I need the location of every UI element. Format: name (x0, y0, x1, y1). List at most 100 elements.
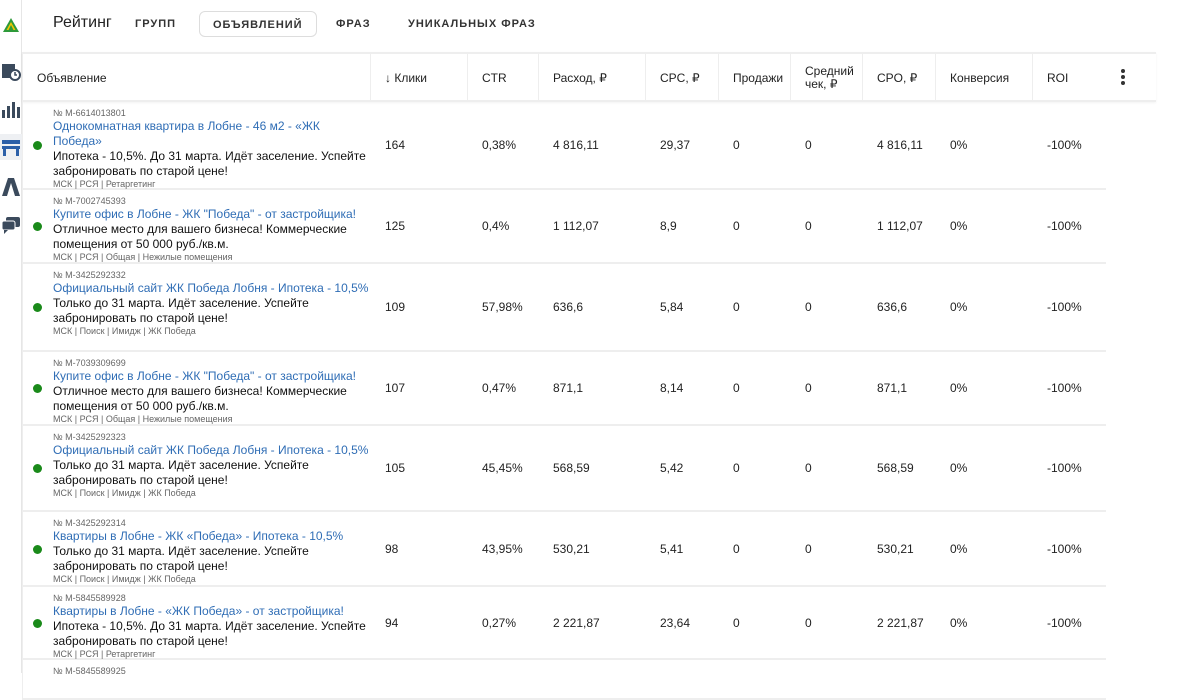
cell-spend: 871,1 (553, 381, 584, 395)
chat-icon[interactable] (0, 212, 22, 238)
road-icon[interactable] (0, 174, 22, 200)
tab-groups[interactable]: ГРУПП (135, 18, 177, 30)
column-header-spend[interactable]: Расход, ₽ (538, 54, 645, 102)
ad-id: № M-5845589925 (53, 666, 126, 676)
cell-sales: 0 (733, 615, 740, 630)
cell-roi: -100% (1047, 381, 1082, 395)
ad-meta: МСК | Поиск | Имидж | ЖК Победа (53, 488, 196, 498)
table-row[interactable]: № M-5845589925 (22, 660, 1106, 700)
table-header: Объявление ↓ Клики CTR Расход, ₽ CPC, ₽ Прода… (22, 52, 1156, 102)
status-active-dot (33, 384, 42, 393)
cell-clicks: 107 (385, 381, 406, 395)
column-header-ad[interactable]: Объявление (22, 54, 370, 102)
ad-text: Ипотека - 10,5%. До 31 марта. Идёт засел… (53, 149, 366, 178)
table-row[interactable]: № M-6614013801 Однокомнатная квартира в … (22, 102, 1106, 190)
cell-cpo: 636,6 (877, 300, 908, 314)
cell-sales: 0 (733, 219, 740, 233)
ad-meta: МСК | Поиск | Имидж | ЖК Победа (53, 326, 196, 336)
cell-ctr: 0,38% (482, 138, 517, 152)
cell-clicks: 164 (385, 138, 406, 152)
bar-chart-icon[interactable] (0, 96, 22, 122)
ad-title-link[interactable]: Квартиры в Лобне - «ЖК Победа» - от заст… (53, 604, 344, 618)
ad-cell: № M-6614013801 Однокомнатная квартира в … (23, 102, 371, 194)
ad-title-link[interactable]: Однокомнатная квартира в Лобне - 46 м2 -… (53, 119, 320, 148)
column-header-roi[interactable]: ROI (1032, 54, 1156, 102)
cell-ctr: 45,45% (482, 461, 523, 475)
cell-conversion: 0% (950, 219, 968, 233)
tab-unique-phrases[interactable]: УНИКАЛЬНЫХ ФРАЗ (408, 18, 536, 30)
cell-sales: 0 (733, 381, 740, 395)
ad-title-link[interactable]: Купите офис в Лобне - ЖК "Победа" - от з… (53, 207, 357, 221)
ad-title-link[interactable]: Официальный сайт ЖК Победа Лобня - Ипоте… (53, 281, 369, 295)
cell-avg-check: 0 (805, 300, 812, 314)
more-options-icon[interactable] (1118, 68, 1128, 88)
cell-roi: -100% (1047, 138, 1082, 152)
ad-id: № M-5845589928 (53, 593, 126, 603)
ad-cell: № M-5845589928 Квартиры в Лобне - «ЖК По… (23, 587, 371, 664)
cell-cpo: 2 221,87 (877, 615, 924, 630)
logo-icon[interactable] (0, 12, 22, 38)
calendar-clock-icon[interactable] (0, 58, 22, 84)
cell-avg-check: 0 (805, 138, 812, 152)
column-header-ctr[interactable]: CTR (467, 54, 538, 102)
cell-cpc: 8,14 (660, 381, 684, 395)
cell-cpc: 8,9 (660, 219, 677, 233)
ad-id: № M-3425292332 (53, 270, 126, 280)
cell-avg-check: 0 (805, 615, 812, 630)
cell-spend: 1 112,07 (553, 219, 599, 233)
table-row[interactable]: № M-5845589928 Квартиры в Лобне - «ЖК По… (22, 587, 1106, 660)
column-header-clicks[interactable]: ↓ Клики (370, 54, 467, 102)
column-header-sales[interactable]: Продажи (718, 54, 790, 102)
cell-ctr: 57,98% (482, 300, 523, 314)
table-row[interactable]: № M-3425292332 Официальный сайт ЖК Побед… (22, 264, 1106, 352)
ad-cell: № M-7039309699 Купите офис в Лобне - ЖК … (23, 352, 371, 429)
table-row[interactable]: № M-3425292323 Официальный сайт ЖК Побед… (22, 426, 1106, 512)
ad-id: № M-7002745393 (53, 196, 126, 206)
sidebar (0, 0, 22, 673)
ad-cell: № M-5845589925 (23, 660, 371, 681)
cell-cpo: 871,1 (877, 381, 908, 395)
cell-avg-check: 0 (805, 461, 812, 475)
cell-roi: -100% (1047, 541, 1082, 556)
status-active-dot (33, 222, 42, 231)
column-header-avg-check[interactable]: Средний чек, ₽ (790, 54, 862, 102)
ad-cell: № M-3425292332 Официальный сайт ЖК Побед… (23, 264, 371, 341)
column-header-cpo[interactable]: CPO, ₽ (862, 54, 935, 102)
table-icon[interactable] (0, 134, 22, 160)
cell-sales: 0 (733, 541, 740, 556)
cell-avg-check: 0 (805, 541, 812, 556)
tab-phrases[interactable]: ФРАЗ (336, 18, 371, 30)
cell-cpo: 568,59 (877, 461, 914, 475)
cell-cpo: 530,21 (877, 541, 914, 556)
tab-ads[interactable]: ОБЪЯВЛЕНИЙ (199, 11, 317, 37)
ad-title-link[interactable]: Квартиры в Лобне - ЖК «Победа» - Ипотека… (53, 529, 344, 543)
ad-text: Только до 31 марта. Идёт заселение. Успе… (53, 544, 309, 573)
cell-cpc: 23,64 (660, 615, 691, 630)
ad-text: Отличное место для вашего бизнеса! Комме… (53, 384, 347, 413)
cell-cpc: 29,37 (660, 138, 691, 152)
ad-title-link[interactable]: Официальный сайт ЖК Победа Лобня - Ипоте… (53, 443, 369, 457)
cell-sales: 0 (733, 138, 740, 152)
cell-roi: -100% (1047, 219, 1082, 233)
cell-roi: -100% (1047, 461, 1082, 475)
cell-spend: 530,21 (553, 541, 590, 556)
cell-roi: -100% (1047, 300, 1082, 314)
column-header-conversion[interactable]: Конверсия (935, 54, 1032, 102)
cell-avg-check: 0 (805, 381, 812, 395)
top-bar: Рейтинг ГРУПП ОБЪЯВЛЕНИЙ ФРАЗ УНИКАЛЬНЫХ… (22, 0, 1191, 48)
status-active-dot (33, 464, 42, 473)
table-row[interactable]: № M-7039309699 Купите офис в Лобне - ЖК … (22, 352, 1106, 426)
cell-clicks: 94 (385, 615, 399, 630)
ad-title-link[interactable]: Купите офис в Лобне - ЖК "Победа" - от з… (53, 369, 357, 383)
cell-conversion: 0% (950, 461, 968, 475)
ad-meta: МСК | Поиск | Имидж | ЖК Победа (53, 574, 196, 584)
cell-clicks: 105 (385, 461, 406, 475)
cell-cpc: 5,84 (660, 300, 684, 314)
cell-ctr: 0,47% (482, 381, 517, 395)
column-header-cpc[interactable]: CPC, ₽ (645, 54, 718, 102)
table-row[interactable]: № M-7002745393 Купите офис в Лобне - ЖК … (22, 190, 1106, 264)
status-active-dot (33, 618, 42, 628)
status-active-dot (33, 544, 42, 554)
table-row[interactable]: № M-3425292314 Квартиры в Лобне - ЖК «По… (22, 512, 1106, 587)
cell-sales: 0 (733, 300, 740, 314)
